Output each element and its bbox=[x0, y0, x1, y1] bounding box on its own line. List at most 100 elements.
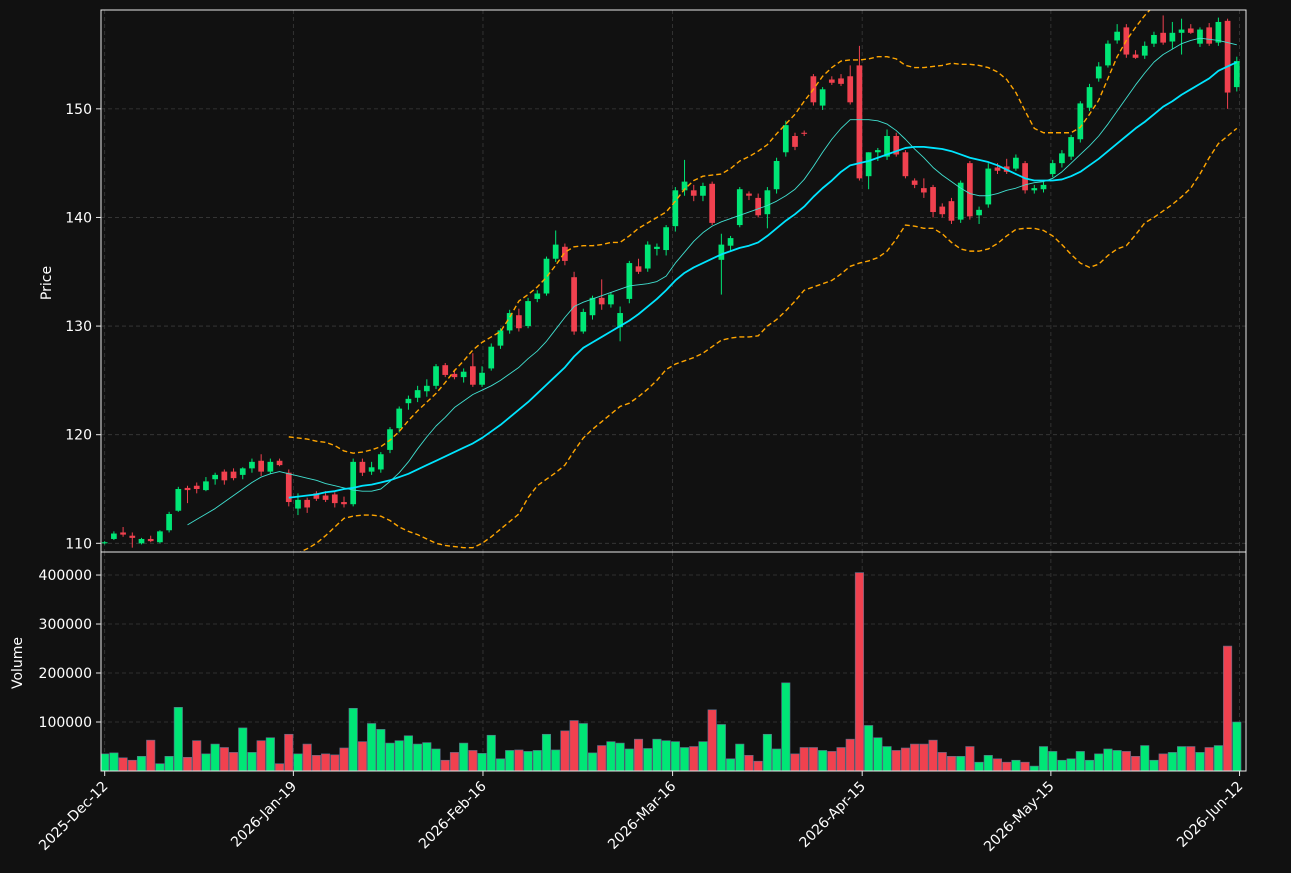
candle-body bbox=[1169, 32, 1176, 42]
volume-bar bbox=[210, 743, 220, 771]
volume-bar bbox=[578, 723, 588, 771]
volume-bar bbox=[560, 730, 570, 771]
candle-body bbox=[203, 481, 209, 491]
volume-bar bbox=[808, 747, 818, 771]
candle-body bbox=[525, 301, 531, 327]
candle-body bbox=[1187, 28, 1194, 33]
volume-bar bbox=[569, 720, 579, 771]
candle-body bbox=[801, 132, 808, 134]
volume-bar bbox=[707, 709, 717, 771]
candle-body bbox=[1077, 103, 1084, 140]
candle-body bbox=[709, 183, 716, 223]
volume-bar bbox=[284, 733, 294, 771]
candle-body bbox=[718, 244, 725, 260]
volume-bar bbox=[468, 750, 478, 771]
volume-bar bbox=[716, 724, 726, 771]
candle-body bbox=[396, 408, 403, 429]
volume-bar bbox=[790, 753, 800, 771]
volume-bar bbox=[146, 739, 156, 771]
candle-body bbox=[617, 313, 623, 328]
candle-body bbox=[967, 163, 973, 217]
volume-bar bbox=[1186, 746, 1196, 771]
volume-tick-label: 100000 bbox=[39, 715, 92, 731]
candle-body bbox=[359, 461, 366, 473]
volume-bar bbox=[956, 756, 966, 771]
candle-body bbox=[506, 313, 513, 331]
volume-bar bbox=[873, 737, 883, 771]
candle-body bbox=[635, 266, 642, 272]
y-axis-label: Price bbox=[39, 266, 55, 300]
candle-body bbox=[138, 538, 145, 544]
candle-body bbox=[663, 227, 669, 251]
volume-bar bbox=[652, 738, 662, 771]
volume-bar bbox=[1213, 745, 1223, 771]
volume-bar bbox=[928, 739, 938, 771]
candle-body bbox=[681, 181, 688, 191]
volume-bar bbox=[219, 747, 229, 771]
candle-body bbox=[911, 180, 918, 185]
volume-bar bbox=[1020, 761, 1030, 771]
candle-body bbox=[672, 190, 679, 227]
candle-body bbox=[1068, 137, 1074, 157]
volume-bar bbox=[1140, 745, 1150, 771]
candle-body bbox=[654, 246, 660, 249]
candle-body bbox=[1233, 61, 1240, 88]
volume-bar bbox=[1121, 751, 1131, 771]
candle-body bbox=[1086, 87, 1093, 108]
volume-bar bbox=[1075, 751, 1085, 771]
candle-body bbox=[469, 366, 476, 385]
volume-bar bbox=[1103, 748, 1113, 771]
y-tick-label: 120 bbox=[65, 428, 92, 444]
volume-bar bbox=[101, 753, 110, 771]
candle-body bbox=[1160, 32, 1167, 43]
candle-body bbox=[285, 472, 292, 503]
candle-body bbox=[423, 385, 430, 392]
volume-bar bbox=[201, 753, 211, 771]
volume-bar bbox=[900, 747, 910, 771]
candle-body bbox=[792, 135, 798, 147]
overlay-line bbox=[187, 37, 1237, 526]
volume-bar bbox=[643, 748, 653, 771]
candle-body bbox=[166, 513, 172, 531]
volume-bar bbox=[403, 735, 413, 771]
volume-bar bbox=[348, 707, 358, 771]
volume-bar bbox=[192, 740, 202, 771]
volume-bar bbox=[799, 747, 809, 771]
volume-bar bbox=[357, 741, 367, 771]
candle-body bbox=[874, 150, 881, 153]
volume-bar bbox=[1131, 756, 1141, 771]
volume-bar bbox=[735, 743, 745, 771]
candle-body bbox=[516, 315, 522, 329]
volume-bar bbox=[1038, 746, 1049, 771]
candle-body bbox=[884, 135, 890, 157]
candle-body bbox=[598, 297, 605, 305]
volume-bar bbox=[422, 742, 432, 771]
volume-bar bbox=[1112, 750, 1122, 771]
volume-bar bbox=[311, 755, 321, 771]
volume-bar bbox=[1204, 747, 1214, 771]
candle-body bbox=[571, 277, 577, 332]
candle-body bbox=[626, 263, 633, 299]
candle-body bbox=[1141, 45, 1148, 56]
volume-bar bbox=[698, 741, 708, 771]
candle-body bbox=[101, 542, 108, 544]
candle-body bbox=[157, 531, 163, 543]
volume-bar bbox=[1029, 765, 1039, 771]
candle-body bbox=[782, 125, 789, 153]
volume-bar bbox=[182, 756, 193, 771]
overlay-line bbox=[298, 127, 1238, 552]
candle-body bbox=[902, 152, 909, 177]
volume-bar bbox=[818, 750, 828, 771]
volume-bar bbox=[551, 749, 561, 771]
candle-body bbox=[838, 78, 844, 84]
candle-body bbox=[856, 65, 863, 179]
candle-body bbox=[258, 460, 265, 472]
volume-bar bbox=[523, 751, 533, 771]
candle-body bbox=[543, 258, 550, 294]
volume-bar bbox=[1149, 759, 1159, 771]
volume-bar bbox=[367, 723, 377, 771]
volume-bar bbox=[1057, 759, 1067, 771]
volume-bar bbox=[1094, 753, 1104, 771]
volume-bar bbox=[394, 740, 404, 771]
candle-body bbox=[1031, 188, 1038, 191]
